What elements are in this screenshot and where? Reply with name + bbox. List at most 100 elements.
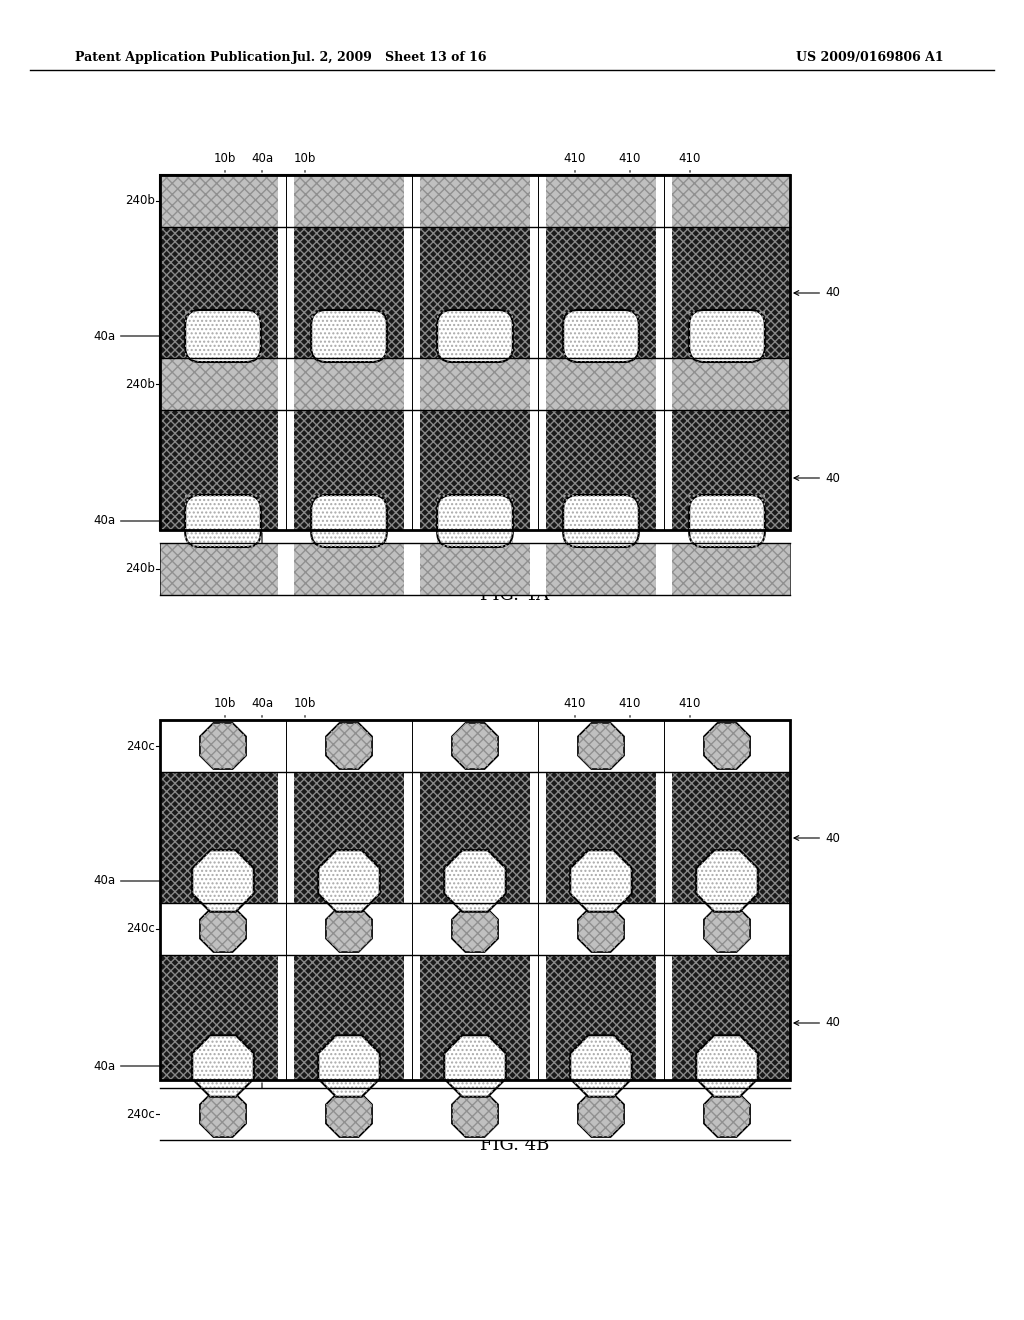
Bar (530, 903, 546, 954)
Bar (656, 719, 672, 1080)
Bar (279, 1088, 294, 1140)
Bar (279, 176, 294, 227)
Bar (311, 310, 387, 362)
Bar (530, 543, 546, 595)
Polygon shape (193, 1035, 254, 1097)
Text: 240b: 240b (125, 562, 155, 576)
FancyBboxPatch shape (311, 310, 387, 362)
FancyBboxPatch shape (437, 310, 513, 362)
Bar (279, 903, 294, 954)
Bar (437, 310, 513, 362)
Polygon shape (200, 723, 246, 770)
Bar (311, 495, 387, 546)
Text: 40: 40 (794, 471, 840, 484)
Text: 40a: 40a (93, 1060, 171, 1072)
Bar (160, 176, 790, 531)
Polygon shape (452, 906, 498, 952)
Bar (404, 719, 420, 1080)
Bar (160, 176, 790, 531)
Text: 410: 410 (564, 152, 586, 172)
Text: 40a: 40a (93, 515, 171, 528)
Text: 10b: 10b (294, 697, 316, 717)
Bar (530, 358, 546, 411)
Text: 40: 40 (794, 286, 840, 300)
Bar (404, 543, 420, 595)
Polygon shape (570, 1035, 632, 1097)
Bar (404, 176, 420, 531)
Bar (279, 176, 294, 531)
Bar (160, 719, 790, 1080)
FancyBboxPatch shape (563, 495, 639, 546)
Polygon shape (703, 723, 750, 770)
Text: 240b: 240b (125, 378, 155, 391)
Bar (437, 495, 513, 546)
Text: Jul. 2, 2009   Sheet 13 of 16: Jul. 2, 2009 Sheet 13 of 16 (292, 51, 487, 65)
Bar (185, 495, 261, 546)
Text: 40a: 40a (251, 152, 273, 172)
Bar (160, 358, 790, 411)
Bar (160, 719, 790, 772)
Polygon shape (200, 906, 246, 952)
Polygon shape (318, 850, 380, 912)
Text: 10b: 10b (294, 152, 316, 172)
Polygon shape (318, 1035, 380, 1097)
Polygon shape (193, 850, 254, 912)
Bar (530, 176, 546, 531)
Bar (279, 719, 294, 1080)
Bar (160, 543, 790, 595)
Text: 410: 410 (679, 152, 701, 172)
Bar (404, 719, 420, 772)
Text: FIG. 4B: FIG. 4B (480, 1137, 550, 1154)
Text: 40a: 40a (93, 330, 171, 342)
Bar (279, 719, 294, 772)
Text: 40: 40 (794, 1016, 840, 1030)
Bar (279, 176, 294, 531)
Polygon shape (570, 850, 632, 912)
Text: FIG. 4A: FIG. 4A (480, 586, 550, 605)
Bar (530, 1088, 546, 1140)
FancyBboxPatch shape (689, 495, 765, 546)
Bar (563, 310, 639, 362)
Text: US 2009/0169806 A1: US 2009/0169806 A1 (797, 51, 944, 65)
Text: 240b: 240b (125, 194, 155, 207)
Text: 10b: 10b (214, 697, 237, 717)
Bar (160, 176, 790, 227)
Bar (160, 543, 790, 595)
Text: 40a: 40a (251, 697, 273, 717)
Bar (689, 310, 765, 362)
FancyBboxPatch shape (185, 495, 261, 546)
FancyBboxPatch shape (689, 310, 765, 362)
Bar (160, 1088, 790, 1140)
Bar (160, 358, 790, 411)
Text: 410: 410 (618, 152, 641, 172)
Bar (689, 495, 765, 546)
Text: 40: 40 (794, 832, 840, 845)
Polygon shape (444, 850, 506, 912)
Bar (530, 719, 546, 772)
Bar (656, 903, 672, 954)
Bar (656, 358, 672, 411)
Bar (530, 176, 546, 531)
Polygon shape (703, 1090, 750, 1137)
Bar (404, 358, 420, 411)
Bar (160, 903, 790, 954)
Bar (160, 719, 790, 1080)
Bar (160, 176, 790, 227)
Bar (530, 719, 546, 1080)
FancyBboxPatch shape (437, 495, 513, 546)
Bar (279, 543, 294, 595)
FancyBboxPatch shape (185, 310, 261, 362)
Polygon shape (452, 723, 498, 770)
Bar (656, 176, 672, 531)
Text: 240c: 240c (126, 1107, 155, 1121)
Bar (404, 176, 420, 227)
Polygon shape (578, 1090, 624, 1137)
Text: 10b: 10b (214, 152, 237, 172)
Bar (656, 543, 672, 595)
Polygon shape (326, 723, 372, 770)
Text: Patent Application Publication: Patent Application Publication (75, 51, 291, 65)
Bar (656, 1088, 672, 1140)
Bar (160, 176, 790, 227)
Polygon shape (452, 1090, 498, 1137)
Polygon shape (200, 1090, 246, 1137)
